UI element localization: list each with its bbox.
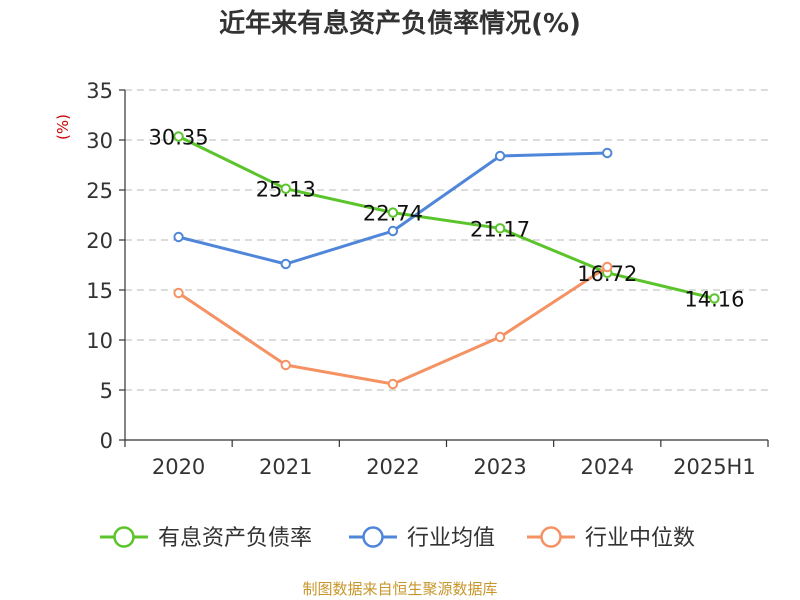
legend: 有息资产负债率 行业均值 行业中位数 — [100, 526, 695, 551]
data-point — [280, 183, 291, 194]
data-label: 21.17 — [470, 217, 530, 241]
data-point — [709, 293, 720, 304]
data-point — [494, 331, 506, 343]
x-tick-label: 2024 — [581, 455, 634, 479]
data-label: 22.74 — [363, 202, 423, 226]
y-tick-label: 10 — [86, 329, 113, 353]
data-point — [387, 207, 399, 218]
data-point — [173, 131, 184, 142]
data-point — [173, 287, 184, 299]
data-point — [602, 147, 613, 159]
legend-label: 有息资产负债率 — [158, 526, 312, 551]
x-tick-label: 2020 — [152, 455, 205, 479]
x-tick-label: 2021 — [259, 455, 312, 479]
data-point — [494, 150, 506, 162]
legend-label: 行业均值 — [407, 526, 495, 551]
y-tick-label: 25 — [86, 179, 113, 203]
data-label: 25.13 — [256, 178, 316, 202]
data-point — [494, 223, 506, 234]
y-tick-label: 30 — [86, 129, 113, 153]
legend-marker — [362, 526, 384, 548]
series-layer — [173, 131, 720, 390]
data-labels: 30.35 25.13 22.74 21.17 16.72 14.16 — [149, 126, 745, 312]
x-tick-label: 2023 — [473, 455, 526, 479]
data-point — [602, 261, 613, 273]
axes: 0 5 10 15 20 25 30 35 2020 2021 2022 2023 2024 2025H1 — [86, 79, 769, 479]
data-label: 16.72 — [577, 262, 637, 286]
series-line-2 — [177, 265, 609, 386]
data-point — [387, 378, 399, 390]
legend-label: 行业中位数 — [585, 526, 695, 551]
series-line-0 — [177, 135, 715, 300]
y-tick-label: 5 — [100, 379, 113, 403]
y-tick-label: 15 — [86, 279, 113, 303]
source-note: 制图数据来自恒生聚源数据库 — [302, 580, 497, 598]
legend-marker — [113, 526, 135, 548]
data-point — [387, 225, 399, 237]
grid — [125, 89, 768, 391]
x-tick-label: 2025H1 — [673, 455, 756, 479]
data-point — [280, 359, 291, 371]
y-tick-label: 35 — [86, 79, 113, 103]
y-tick-label: 20 — [86, 229, 113, 253]
data-label: 14.16 — [684, 287, 744, 311]
x-tick-label: 2022 — [366, 455, 419, 479]
data-point — [280, 258, 291, 270]
legend-marker — [540, 526, 562, 548]
chart-title: 近年来有息资产负债率情况(%) — [219, 8, 581, 39]
y-axis-unit: (%) — [54, 114, 72, 140]
data-point — [173, 231, 184, 243]
data-label: 30.35 — [149, 126, 209, 150]
y-tick-label: 0 — [100, 429, 113, 453]
